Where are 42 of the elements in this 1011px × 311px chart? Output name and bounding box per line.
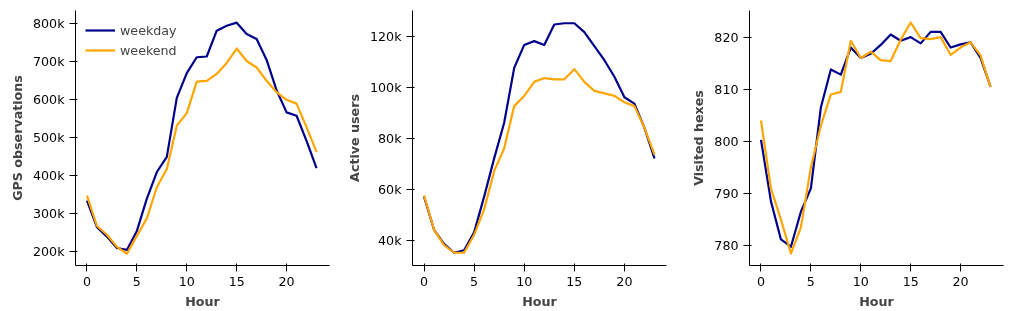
y-tick-label: 780 xyxy=(714,238,739,254)
y-axis-title: Visited hexes xyxy=(691,90,707,186)
x-axis-title: Hour xyxy=(859,293,895,309)
line-series xyxy=(422,22,656,254)
y-tick-label: 100k xyxy=(370,79,403,95)
y-tick-label: 800k xyxy=(33,16,66,32)
y-tick-label: 60k xyxy=(378,181,403,197)
x-tick-label: 20 xyxy=(616,273,633,289)
y-tick-label: 300k xyxy=(33,206,66,222)
x-tick-label: 20 xyxy=(278,273,295,289)
line-series xyxy=(422,68,656,254)
x-tick-label: 15 xyxy=(228,273,245,289)
y-tick-label: 810 xyxy=(714,81,739,97)
x-tick-label: 20 xyxy=(952,273,969,289)
y-tick-label: 820 xyxy=(714,29,739,45)
x-tick-label: 5 xyxy=(806,273,815,289)
y-tick-label: 800 xyxy=(714,133,739,149)
legend-label: weekend xyxy=(120,42,177,58)
legend-label: weekday xyxy=(120,22,177,38)
x-tick-label: 15 xyxy=(566,273,583,289)
y-tick-label: 200k xyxy=(33,244,66,260)
y-tick-label: 500k xyxy=(33,130,66,146)
x-tick-label: 5 xyxy=(470,273,479,289)
x-axis-title: Hour xyxy=(185,293,221,309)
x-tick-label: 10 xyxy=(178,273,195,289)
y-tick-label: 80k xyxy=(378,130,403,146)
y-axis-title: GPS observations xyxy=(10,75,26,201)
y-tick-label: 600k xyxy=(33,92,66,108)
y-tick-label: 790 xyxy=(714,186,739,202)
y-tick-label: 400k xyxy=(33,168,66,184)
y-tick-label: 120k xyxy=(370,28,403,44)
x-tick-label: 15 xyxy=(902,273,919,289)
x-tick-label: 10 xyxy=(516,273,533,289)
x-tick-label: 0 xyxy=(420,273,429,289)
y-tick-label: 40k xyxy=(378,232,403,248)
y-axis-title: Active users xyxy=(347,94,363,182)
x-tick-label: 5 xyxy=(132,273,141,289)
x-axis-title: Hour xyxy=(522,293,558,309)
y-tick-label: 700k xyxy=(33,54,66,70)
x-tick-label: 10 xyxy=(852,273,869,289)
x-tick-label: 0 xyxy=(82,273,92,289)
x-tick-label: 0 xyxy=(756,273,766,289)
